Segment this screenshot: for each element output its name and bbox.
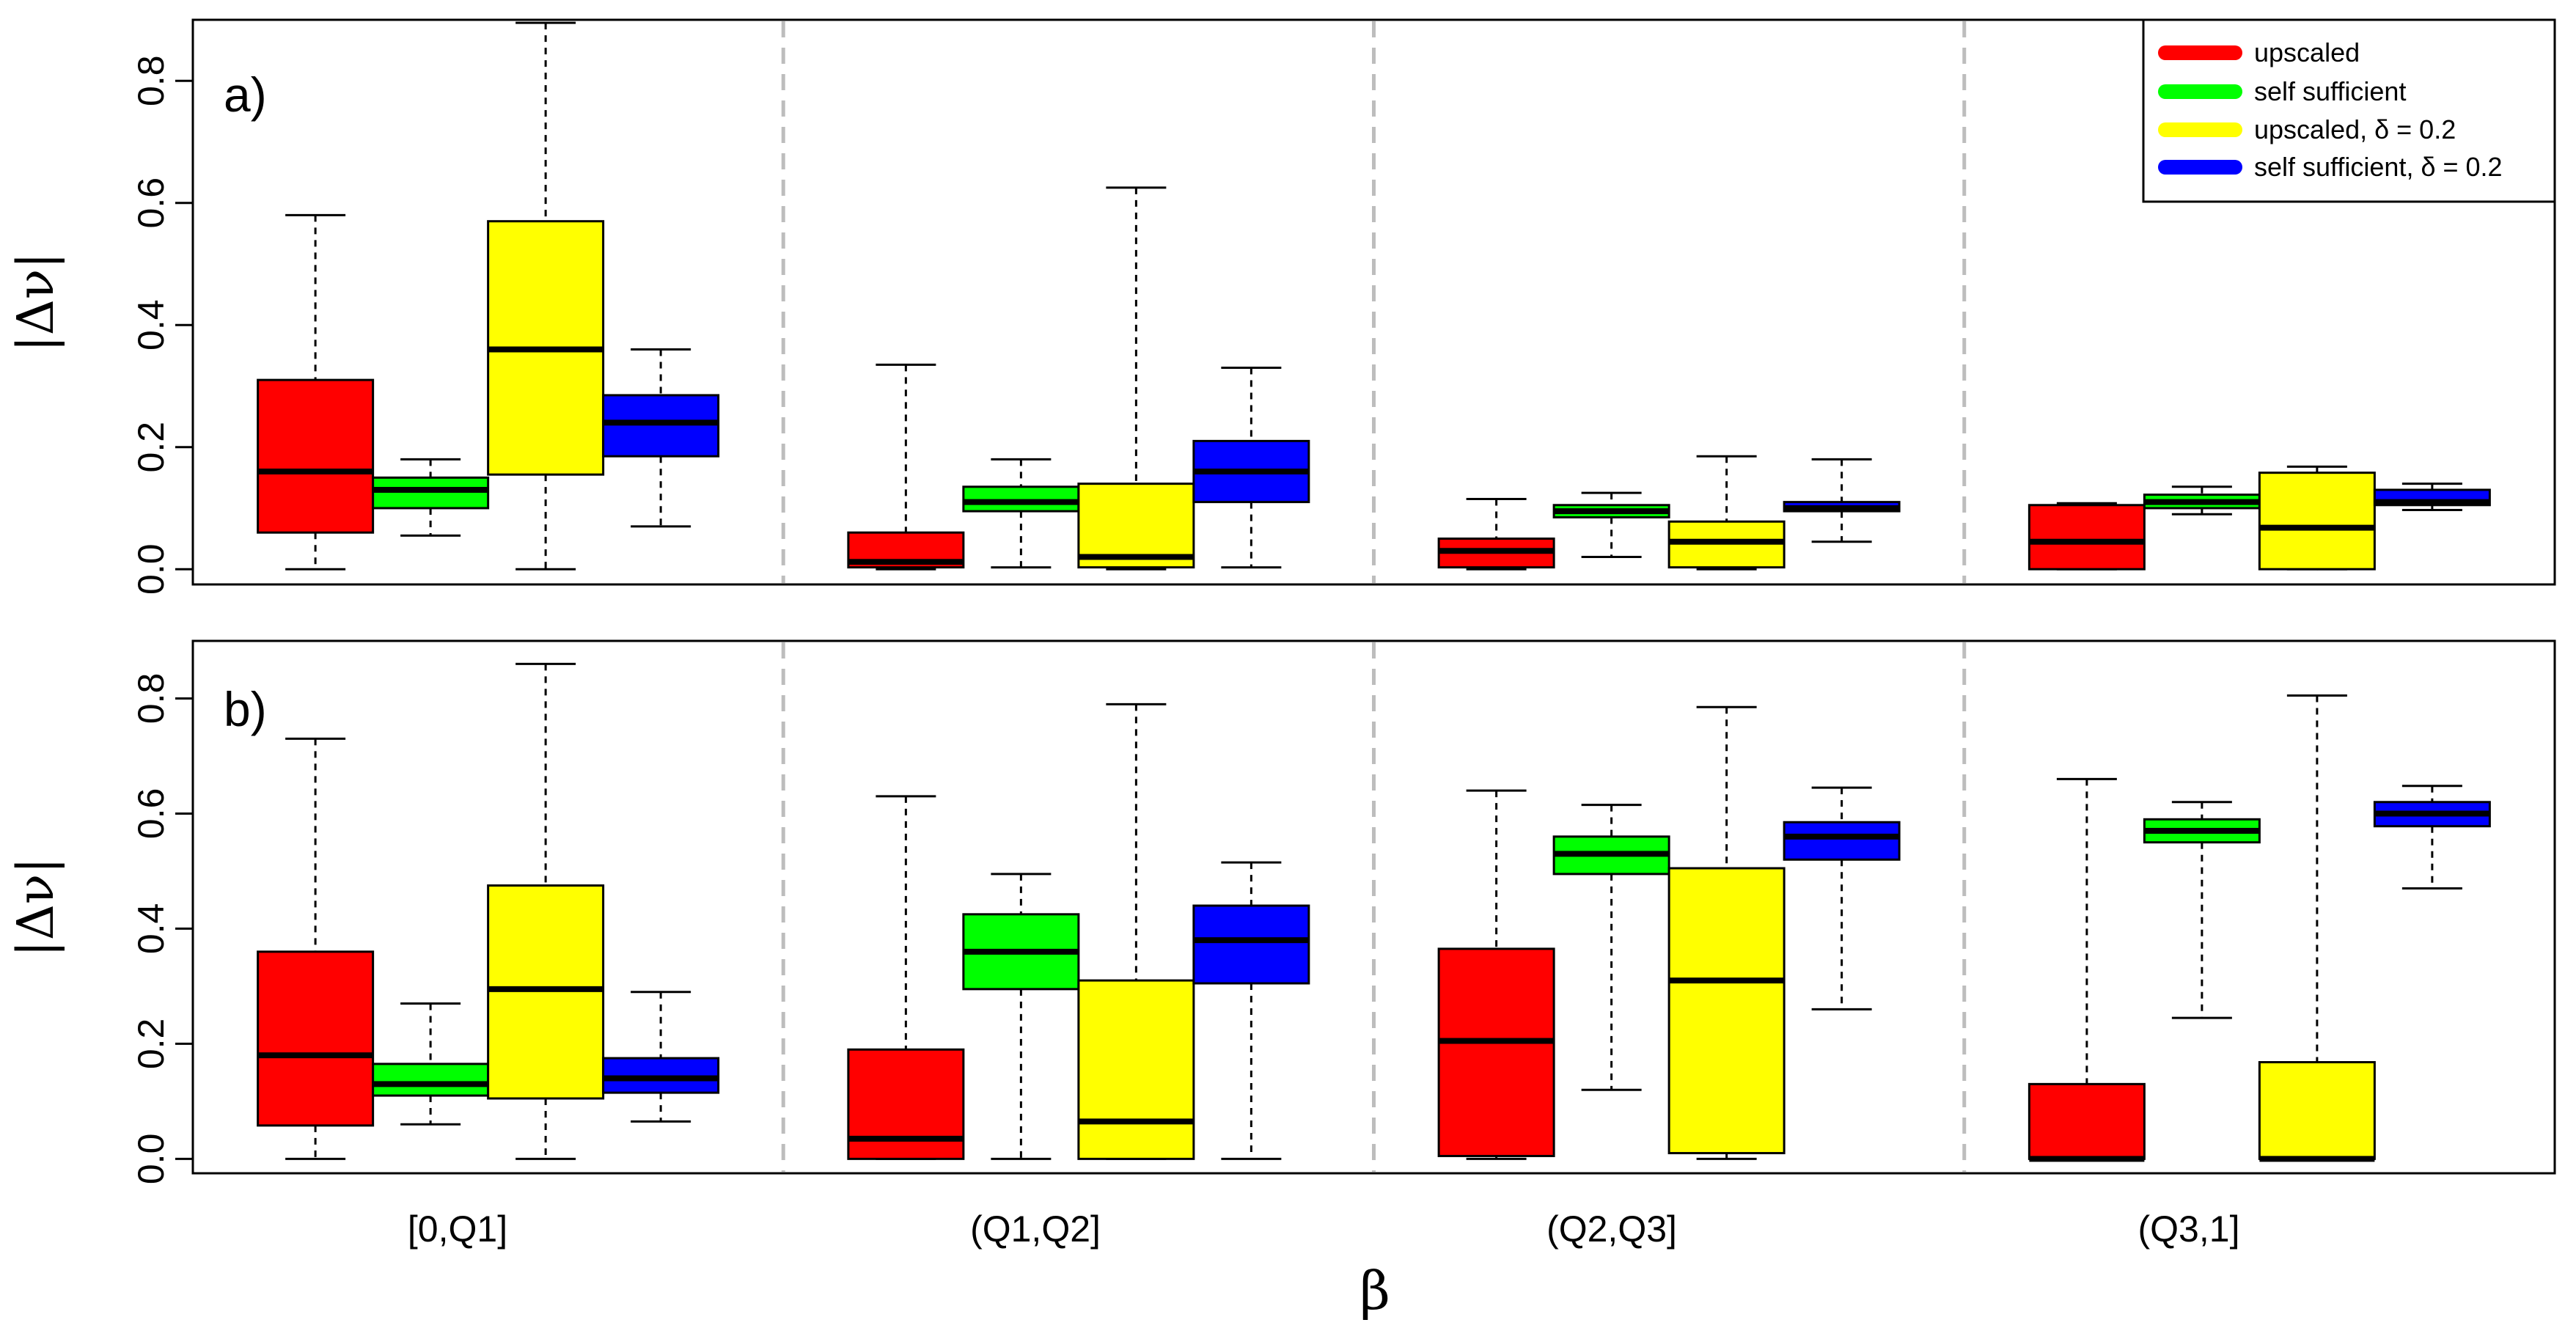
box-upscaled-delta-group (1667, 705, 1786, 1160)
box-self-sufficient-delta-iqr (1192, 904, 1310, 985)
box-self-sufficient-group (2143, 485, 2261, 516)
box-self-sufficient-delta-group (1192, 366, 1310, 569)
box-upscaled-delta-iqr (1667, 867, 1786, 1155)
box-upscaled-iqr (2028, 1082, 2146, 1160)
panel-a-y-label: |Δν| (7, 252, 65, 352)
box-self-sufficient-group (1552, 804, 1670, 1091)
box-self-sufficient-group (1552, 491, 1670, 559)
box-upscaled-group (1437, 497, 1555, 571)
x-axis-label: β (1359, 1260, 1390, 1321)
panel-b-y-axis: 0.0 0.2 0.4 0.6 0.8 (131, 673, 194, 1185)
box-upscaled-group (847, 363, 965, 571)
y-tick-label: 0.0 (131, 543, 172, 595)
panel-b-dividers (781, 642, 1967, 1172)
legend-label-self-sufficient-delta: self sufficient, δ = 0.2 (2254, 152, 2503, 182)
legend-label-upscaled-delta: upscaled, δ = 0.2 (2254, 114, 2456, 144)
box-upscaled-group (257, 213, 375, 571)
box-upscaled-iqr (1437, 947, 1555, 1157)
y-tick-label: 0.0 (131, 1134, 172, 1185)
y-tick-label: 0.2 (131, 422, 172, 473)
box-upscaled-delta-group (1077, 186, 1195, 571)
box-upscaled-iqr (2028, 504, 2146, 571)
box-self-sufficient-delta-group (602, 991, 720, 1123)
x-tick-label-0: [0,Q1] (408, 1208, 507, 1250)
x-axis-categories: [0,Q1] (Q1,Q2] (Q2,Q3] (Q3,1] (408, 1208, 2240, 1250)
legend-label-self-sufficient: self sufficient (2254, 76, 2406, 106)
box-self-sufficient-iqr (372, 1063, 490, 1097)
box-self-sufficient-iqr (372, 476, 490, 510)
y-tick-label: 0.6 (131, 177, 172, 229)
box-self-sufficient-iqr (962, 485, 1080, 513)
y-tick-label: 0.8 (131, 673, 172, 724)
box-upscaled-group (257, 737, 375, 1160)
box-self-sufficient-delta-group (1783, 786, 1901, 1010)
panel-a-y-axis: 0.0 0.2 0.4 0.6 0.8 (131, 55, 194, 595)
y-tick-label: 0.4 (131, 903, 172, 955)
box-self-sufficient-group (962, 458, 1080, 569)
box-self-sufficient-group (372, 458, 490, 537)
x-tick-label-2: (Q2,Q3] (1546, 1208, 1677, 1250)
box-upscaled-delta-group (487, 21, 605, 571)
y-tick-label: 0.8 (131, 55, 172, 106)
panel-a-dividers (781, 21, 1967, 583)
box-upscaled-delta-iqr (1077, 979, 1195, 1160)
box-upscaled-group (2028, 502, 2146, 571)
panel-b-boxes (257, 662, 2491, 1162)
box-upscaled-group (2028, 777, 2146, 1162)
panel-a-label: a) (224, 67, 267, 122)
box-upscaled-delta-group (2258, 465, 2376, 571)
box-self-sufficient-delta-group (2373, 483, 2491, 511)
panel-b-y-label: |Δν| (7, 857, 65, 957)
box-self-sufficient-delta-group (1192, 861, 1310, 1160)
box-self-sufficient-delta-iqr (1783, 821, 1901, 861)
box-upscaled-delta-group (487, 662, 605, 1160)
box-self-sufficient-delta-group (2373, 785, 2491, 889)
panel-b: 0.0 0.2 0.4 0.6 0.8 b) |Δν| (7, 639, 2556, 1185)
box-self-sufficient-group (962, 873, 1080, 1160)
box-upscaled-iqr (257, 378, 375, 534)
box-self-sufficient-delta-iqr (602, 394, 720, 458)
box-upscaled-delta-group (1667, 455, 1786, 571)
box-upscaled-iqr (847, 1048, 965, 1160)
legend: upscaled self sufficient upscaled, δ = 0… (2142, 18, 2556, 203)
box-upscaled-iqr (257, 950, 375, 1127)
panel-a-boxes (257, 21, 2491, 571)
box-upscaled-group (1437, 789, 1555, 1160)
box-self-sufficient-delta-group (602, 348, 720, 528)
panel-b-label: b) (224, 682, 267, 736)
box-upscaled-delta-iqr (1077, 483, 1195, 569)
box-self-sufficient-group (2143, 801, 2261, 1019)
box-upscaled-delta-iqr (2258, 1061, 2376, 1160)
box-upscaled-delta-group (1077, 702, 1195, 1160)
y-tick-label: 0.2 (131, 1019, 172, 1070)
y-tick-label: 0.4 (131, 299, 172, 351)
box-self-sufficient-delta-group (1783, 458, 1901, 543)
box-upscaled-group (847, 795, 965, 1160)
box-upscaled-delta-iqr (2258, 472, 2376, 571)
y-tick-label: 0.6 (131, 788, 172, 840)
box-upscaled-delta-group (2258, 694, 2376, 1162)
x-tick-label-1: (Q1,Q2] (970, 1208, 1101, 1250)
legend-label-upscaled: upscaled (2254, 37, 2360, 67)
x-tick-label-3: (Q3,1] (2138, 1208, 2240, 1250)
